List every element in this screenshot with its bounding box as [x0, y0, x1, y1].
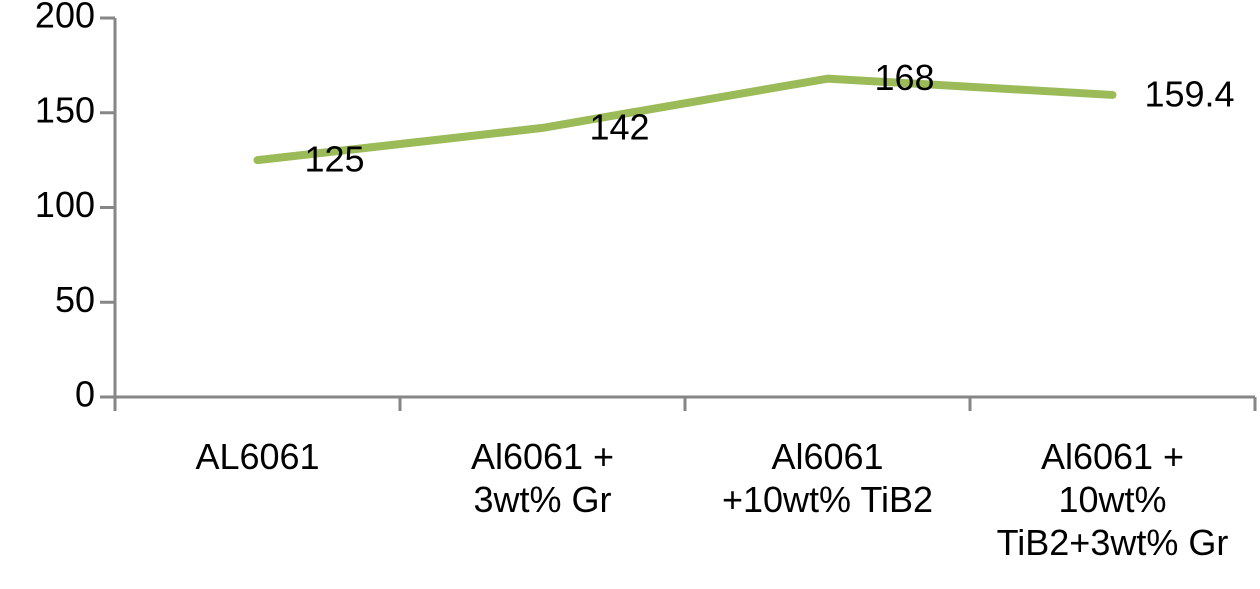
y-tick-label: 200: [35, 0, 95, 36]
series-line: [253, 74, 1117, 165]
y-tick-label: 100: [35, 184, 95, 225]
x-tick-label: Al6061 + 10wt% TiB2+3wt% Gr: [996, 436, 1229, 563]
y-tick-label: 50: [55, 279, 95, 320]
y-tick-label: 0: [75, 374, 95, 415]
y-tick-label: 150: [35, 89, 95, 130]
data-label: 142: [589, 106, 649, 147]
data-label: 125: [304, 139, 364, 180]
data-label: 168: [874, 57, 934, 98]
data-label: 159.4: [1144, 73, 1234, 114]
x-tick-label: Al6061 +10wt% TiB2: [721, 436, 934, 520]
x-tick-label: AL6061: [195, 436, 320, 477]
x-tick-label: Al6061 + 3wt% Gr: [470, 436, 615, 520]
